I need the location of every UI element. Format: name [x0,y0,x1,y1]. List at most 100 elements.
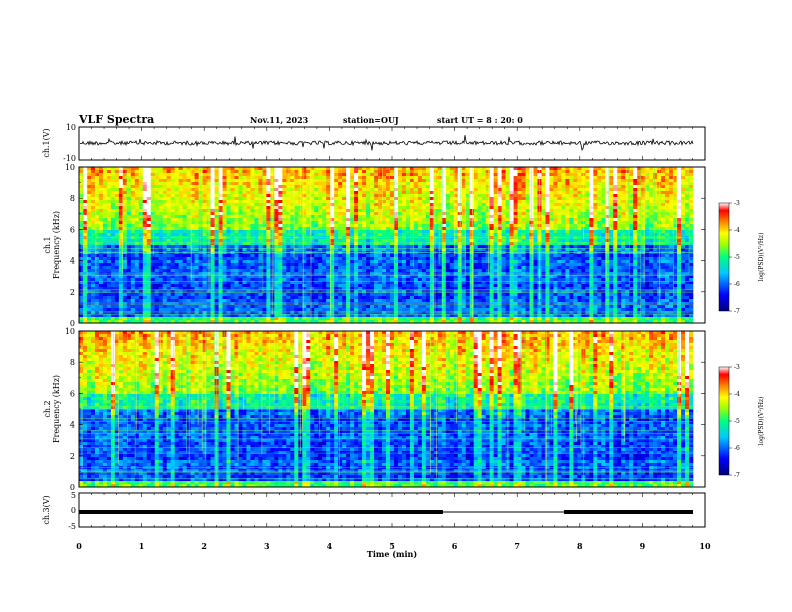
spectrogram-cell [533,254,538,258]
spectrogram-cell [158,197,164,201]
spectrogram-cell [577,179,582,183]
spectrogram-cell [581,248,586,252]
spectrogram-cell [493,245,498,249]
spectrogram-cell [629,167,634,171]
spectrogram-cell [98,206,104,210]
spectrogram-cell [473,170,478,174]
spectrogram-cell [310,239,315,243]
spectrogram-cell [154,239,160,243]
spectrogram-cell [142,260,148,264]
spectrogram-cell [553,218,558,222]
spectrogram-cell [278,212,283,216]
spectrogram-cell [421,233,427,237]
station-label: station=OUJ [343,115,399,125]
spectrogram-cell [633,230,638,234]
spectrogram-cell [465,203,471,207]
spectrogram-cell [413,245,419,249]
spectrogram-cell [178,200,183,204]
spectrogram-cell [230,167,235,171]
spectrogram-cell [278,206,283,210]
spectrogram-cell [386,197,391,201]
spectrogram-cell [162,215,168,219]
spectrogram-cell [637,221,642,225]
spectrogram-cell [637,170,642,174]
spectrogram-cell [94,224,100,228]
spectrogram-cell [86,233,92,237]
spectrogram-cell [593,185,598,189]
spectrogram-cell [413,260,419,264]
spectrogram-cell [461,215,467,219]
spectrogram-cell [405,254,411,258]
spectrogram-cell [645,242,650,246]
spectrogram-cell [393,200,399,204]
spectrogram-cell [258,206,263,210]
spectrogram-cell [673,206,678,210]
spectrogram-cell [613,176,618,180]
spectrogram-cell [246,242,251,246]
spectrogram-cell [449,212,455,216]
spectrogram-cell [274,206,279,210]
spectrogram-cell [222,176,227,180]
spectrogram-cell [505,194,510,198]
spectrogram-cell [282,212,287,216]
spectrogram-cell [82,197,88,201]
spectrogram-cell [182,170,187,174]
spectrogram-cell [310,221,315,225]
spectrogram-cell [302,170,307,174]
spectrogram-cell [389,185,395,189]
spectrogram-cell [477,230,482,234]
ch1-ylabel: ch.1(V) [42,128,51,157]
spectrogram-cell [194,257,199,261]
spectrogram-cell [593,188,598,192]
spectrogram-cell [330,230,335,234]
spectrogram-cell [174,254,179,258]
spectrogram-cell [118,224,124,228]
spectrogram-cell [350,173,355,177]
spectrogram-cell [350,218,355,222]
spectrogram-cell [362,230,367,234]
spectrogram-cell [122,245,128,249]
spectrogram-cell [82,224,88,228]
spectrogram-cell [485,215,490,219]
spectrogram-cell [182,254,187,258]
spectrogram-cell [425,167,431,171]
spectrogram-cell [234,194,239,198]
spectrogram-cell [130,230,136,234]
spectrogram-cell [86,224,92,228]
spectrogram-cell [82,173,88,177]
spectrogram-cell [342,182,347,186]
spectrogram-cell [605,233,610,237]
spectrogram-cell [174,242,179,246]
spectrogram-cell [509,212,514,216]
spectrogram-cell [378,233,383,237]
spectrogram-cell [230,170,235,174]
spectrogram-cell [202,245,207,249]
spectrogram-cell [82,257,88,261]
spectrogram-cell [497,215,502,219]
spectrogram-cell [138,215,144,219]
spectrogram-cell [529,188,534,192]
spectrogram-cell [346,245,351,249]
spectrogram-cell [529,239,534,243]
spectrogram-cell [370,239,375,243]
spectrogram-cell [94,167,100,171]
spectrogram-cell [677,200,682,204]
spectrogram-cell [665,176,670,180]
spectrogram-cell [202,260,207,264]
spectrogram-cell [374,245,379,249]
spectrogram-cell [118,212,124,216]
spectrogram-cell [449,260,455,264]
spectrogram-cell [461,233,467,237]
spectrogram-cell [306,248,311,252]
spectrogram-cell [322,230,327,234]
spectrogram-cell [222,212,227,216]
spectrogram-cell [541,185,546,189]
spectrogram-cell [485,248,490,252]
spectrogram-cell [497,197,502,201]
spectrogram-cell [214,185,219,189]
spectrogram-cell [178,245,183,249]
spectrogram-cell [577,242,582,246]
spectrogram-cell [350,227,355,231]
spectrogram-cell [286,188,291,192]
spectrogram-cell [190,257,195,261]
